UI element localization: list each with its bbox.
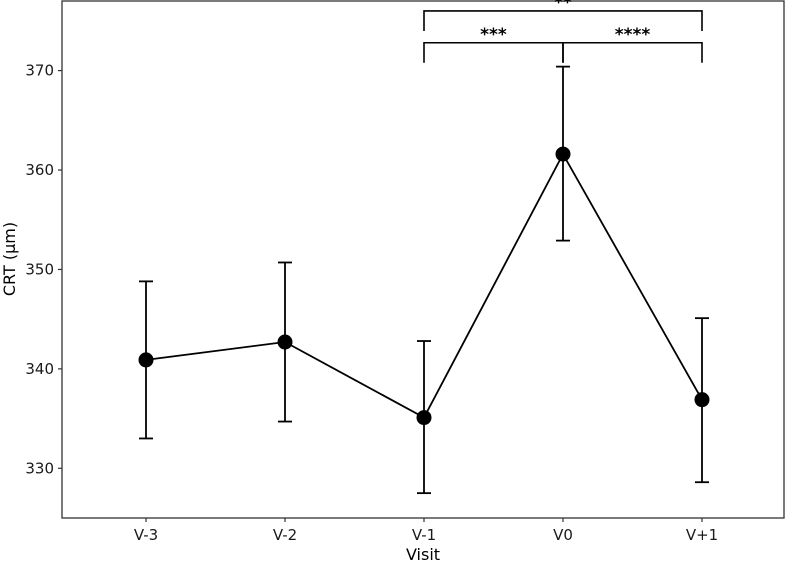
x-tick-label: V-1 [412, 526, 436, 544]
y-tick-label: 370 [25, 62, 54, 80]
data-point [138, 352, 154, 368]
y-axis: 330 340 350 360 370 [25, 62, 62, 477]
significance-label: *** [480, 25, 507, 45]
x-axis-title: Visit [406, 545, 440, 564]
x-tick-label: V-2 [273, 526, 297, 544]
data-points [138, 146, 710, 426]
x-axis: V-3 V-2 V-1 V0 V+1 [134, 518, 718, 544]
significance-label: ** [554, 0, 572, 13]
significance-bracket [423, 10, 703, 31]
plot-panel-border [61, 0, 785, 519]
significance-brackets: *** ****** [423, 0, 703, 63]
data-point [416, 410, 432, 426]
x-tick-label: V0 [553, 526, 573, 544]
x-tick-label: V+1 [686, 526, 718, 544]
y-tick-label: 350 [25, 260, 54, 278]
data-point [555, 146, 571, 162]
y-tick-label: 330 [25, 459, 54, 477]
y-axis-title: CRT (µm) [0, 222, 19, 296]
data-point [277, 334, 293, 350]
significance-label: **** [615, 25, 651, 45]
y-tick-label: 340 [25, 360, 54, 378]
x-tick-label: V-3 [134, 526, 158, 544]
data-point [694, 392, 710, 408]
significance-bracket [562, 41, 703, 63]
y-tick-label: 360 [25, 161, 54, 179]
